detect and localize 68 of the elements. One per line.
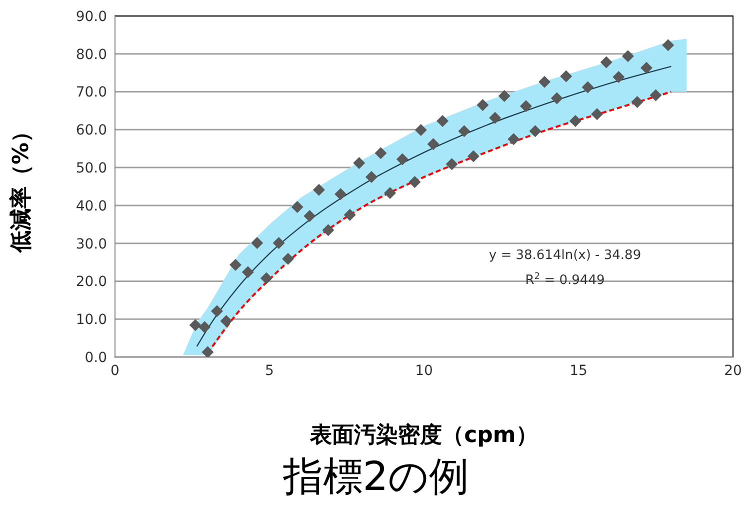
point — [560, 70, 572, 82]
y-tick-label: 40.0 — [76, 198, 107, 214]
point — [640, 62, 652, 74]
point — [260, 272, 272, 284]
point — [344, 208, 356, 221]
y-tick-label: 20.0 — [76, 274, 107, 290]
y-tick-label: 30.0 — [76, 236, 107, 252]
point — [365, 171, 378, 184]
x-tick-label: 15 — [570, 362, 588, 379]
annotation: y = 38.614ln(x) - 34.89 — [488, 248, 642, 263]
point — [476, 99, 489, 112]
point — [446, 158, 458, 170]
point — [622, 50, 634, 62]
x-tick-label: 20 — [724, 362, 742, 379]
point — [538, 76, 551, 88]
point — [210, 305, 223, 318]
point — [272, 236, 285, 249]
y-tick-label: 80.0 — [76, 46, 107, 63]
point — [312, 184, 325, 196]
point — [202, 346, 214, 357]
point — [631, 96, 644, 108]
y-tick-label: 50.0 — [76, 160, 107, 177]
point — [334, 188, 347, 200]
point — [384, 186, 396, 199]
point — [612, 71, 625, 83]
point — [508, 133, 520, 146]
y-tick-label: 10.0 — [76, 312, 107, 328]
point — [251, 236, 264, 249]
point — [427, 138, 440, 150]
y-axis-title: 低減率（%） — [8, 120, 34, 254]
point — [600, 56, 612, 68]
point — [198, 321, 211, 334]
point — [230, 258, 242, 271]
point — [489, 112, 502, 124]
y-tick-label: 0.0 — [84, 350, 107, 366]
point — [242, 266, 254, 278]
point — [520, 100, 532, 112]
x-tick-label: 10 — [415, 362, 433, 379]
point — [414, 124, 427, 136]
x-tick-label: 5 — [265, 362, 274, 379]
point — [396, 153, 408, 166]
point — [650, 89, 662, 102]
text: 指標2の例 — [282, 453, 470, 502]
point — [550, 92, 563, 104]
point — [374, 147, 387, 160]
point — [662, 39, 674, 52]
point — [498, 90, 510, 102]
x-tick-label: 0 — [110, 362, 120, 379]
point — [353, 157, 366, 170]
point — [189, 319, 202, 332]
point — [322, 224, 334, 236]
point — [458, 125, 470, 138]
point — [408, 176, 421, 188]
point — [591, 108, 604, 120]
annotation: R$^{2}$ = 0.9449 — [525, 272, 605, 288]
point — [436, 114, 449, 127]
y-tick-label: 70.0 — [76, 84, 107, 101]
point — [282, 252, 294, 265]
y-tick-label: 60.0 — [76, 122, 107, 139]
point — [291, 200, 304, 213]
y-tick-label: 90.0 — [76, 8, 107, 25]
point — [582, 81, 594, 94]
point — [529, 125, 542, 138]
x-axis-title: 表面汚染密度（cpm） — [309, 422, 538, 448]
point — [569, 114, 582, 127]
point — [220, 315, 232, 328]
point — [467, 150, 480, 162]
point — [304, 210, 316, 222]
